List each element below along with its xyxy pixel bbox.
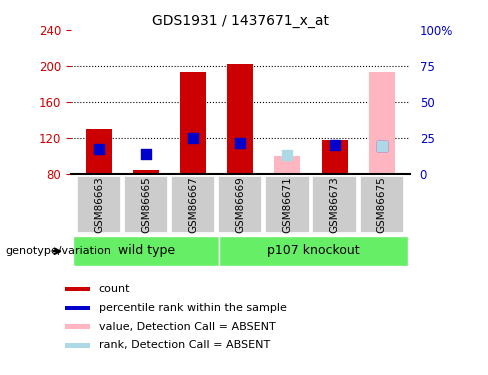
Bar [77, 176, 121, 232]
Point [189, 135, 197, 141]
Point [142, 151, 150, 157]
Text: p107 knockout: p107 knockout [267, 244, 360, 257]
Point [284, 152, 291, 157]
Text: GSM86665: GSM86665 [141, 176, 151, 233]
Bar [322, 140, 347, 174]
Text: genotype/variation: genotype/variation [5, 246, 111, 256]
Text: GSM86663: GSM86663 [94, 176, 104, 233]
Bar [124, 176, 168, 232]
Bar [171, 176, 215, 232]
Point [236, 140, 244, 146]
Bar [73, 236, 219, 266]
Bar [65, 343, 90, 348]
Bar [133, 170, 159, 174]
Point [331, 142, 339, 148]
Text: GSM86675: GSM86675 [377, 176, 386, 233]
Point [378, 142, 386, 148]
Text: percentile rank within the sample: percentile rank within the sample [99, 303, 286, 313]
Bar [218, 176, 263, 232]
Bar [360, 176, 404, 232]
Bar [86, 129, 112, 174]
Bar [312, 176, 357, 232]
Point [378, 142, 386, 148]
Bar [65, 287, 90, 291]
Text: GSM86669: GSM86669 [235, 176, 245, 233]
Text: value, Detection Call = ABSENT: value, Detection Call = ABSENT [99, 322, 276, 332]
Bar [65, 306, 90, 310]
Bar [274, 156, 301, 174]
Text: rank, Detection Call = ABSENT: rank, Detection Call = ABSENT [99, 340, 270, 350]
Title: GDS1931 / 1437671_x_at: GDS1931 / 1437671_x_at [152, 13, 329, 28]
Bar [180, 72, 206, 174]
Bar [219, 236, 407, 266]
Bar [227, 64, 253, 174]
Text: GSM86671: GSM86671 [283, 176, 292, 233]
Text: GSM86667: GSM86667 [188, 176, 198, 233]
Bar [265, 176, 309, 232]
Bar [369, 72, 395, 174]
Text: wild type: wild type [118, 244, 175, 257]
Point [95, 146, 103, 152]
Text: GSM86673: GSM86673 [329, 176, 340, 233]
Bar [65, 324, 90, 329]
Text: count: count [99, 284, 130, 294]
